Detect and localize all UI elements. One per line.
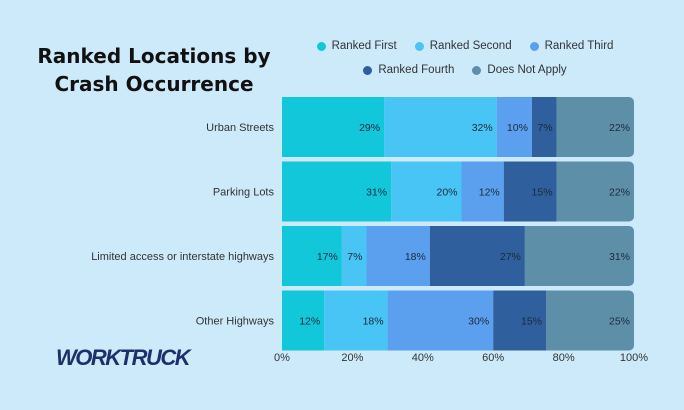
x-tick-label: 0% (274, 352, 290, 364)
legend-swatch (316, 41, 326, 51)
bar-segment (282, 161, 392, 222)
data-label: 15% (532, 187, 553, 199)
bar-segment (531, 97, 557, 157)
bar-group (282, 97, 634, 157)
bar-segment (282, 226, 342, 286)
legend-swatch (363, 65, 373, 75)
data-label: 22% (609, 187, 630, 199)
legend-item-does-not-apply: Does Not Apply (472, 64, 567, 76)
data-label: 12% (479, 187, 500, 199)
bar-left-edge (282, 290, 288, 351)
bar-segment (429, 226, 525, 286)
bar-segment (524, 226, 634, 286)
bar-segment (366, 226, 430, 286)
bar-segment (324, 290, 388, 351)
bar-segment (546, 290, 634, 351)
bar-segment (282, 97, 385, 157)
data-label: 20% (437, 187, 458, 199)
category-label: Limited access or interstate highways (91, 251, 274, 263)
legend-label: Ranked Third (544, 40, 614, 52)
bar-segment (341, 226, 367, 286)
bar-segment (391, 161, 462, 222)
data-label: 17% (317, 251, 338, 263)
bar-group (282, 290, 634, 351)
data-label: 25% (609, 316, 630, 328)
data-label: 18% (405, 251, 426, 263)
data-label: 29% (359, 122, 380, 134)
worktruck-logo: WORKTRUCK (56, 345, 191, 370)
bar-segment (503, 161, 557, 222)
legend-item-ranked-fourth: Ranked Fourth (363, 64, 454, 76)
chart-legend: Ranked First Ranked Second Ranked Third Ran… (300, 40, 630, 76)
data-label: 27% (500, 251, 521, 263)
bar-segment (556, 161, 634, 222)
legend-swatch (529, 41, 539, 51)
data-label: 15% (521, 316, 542, 328)
legend-swatch (472, 65, 482, 75)
bar-segment (496, 97, 532, 157)
x-tick-label: 60% (482, 352, 504, 364)
x-tick-label: 40% (412, 352, 434, 364)
bar-segment (387, 290, 494, 351)
legend-label: Ranked Second (429, 40, 512, 52)
bar-segment (493, 290, 546, 351)
legend-item-ranked-third: Ranked Third (529, 40, 614, 52)
legend-label: Does Not Apply (487, 64, 567, 76)
category-label: Parking Lots (213, 187, 275, 199)
bar-group (282, 226, 634, 286)
bar-left-edge (282, 97, 288, 157)
legend-label: Ranked Fourth (378, 64, 455, 76)
bar-segment (556, 97, 634, 157)
bar-segment (461, 161, 504, 222)
data-label: 10% (507, 122, 528, 134)
data-label: 31% (366, 187, 387, 199)
category-label: Urban Streets (206, 122, 274, 134)
legend-label: Ranked First (331, 40, 397, 52)
bar-group (282, 161, 634, 222)
data-label: 22% (609, 122, 630, 134)
legend-item-ranked-second: Ranked Second (414, 40, 512, 52)
data-label: 30% (468, 316, 489, 328)
legend-item-ranked-first: Ranked First (316, 40, 397, 52)
bar-left-edge (282, 226, 288, 286)
data-label: 18% (363, 316, 384, 328)
x-tick-label: 100% (620, 352, 648, 364)
bar-segment (282, 290, 325, 351)
data-label: 31% (609, 251, 630, 263)
legend-swatch (414, 41, 424, 51)
category-label: Other Highways (196, 316, 275, 328)
x-tick-label: 20% (341, 352, 363, 364)
bar-segment (384, 97, 497, 157)
data-label: 32% (472, 122, 493, 134)
x-tick-label: 80% (553, 352, 575, 364)
bar-left-edge (282, 161, 288, 222)
data-label: 7% (347, 251, 362, 263)
chart-title: Ranked Locations by Crash Occurrence (37, 44, 271, 96)
data-label: 12% (299, 316, 320, 328)
data-label: 7% (537, 122, 552, 134)
